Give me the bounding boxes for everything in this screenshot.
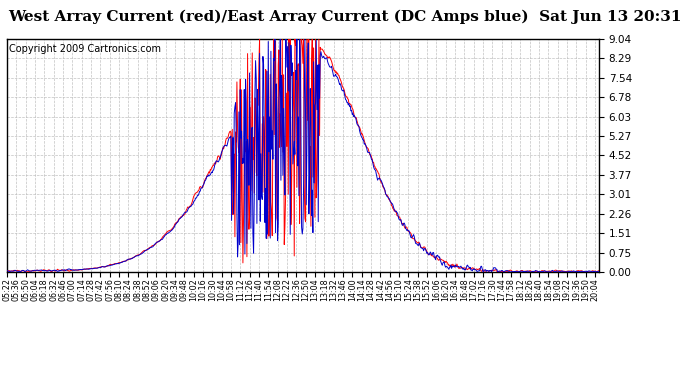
Text: Copyright 2009 Cartronics.com: Copyright 2009 Cartronics.com bbox=[9, 44, 161, 54]
Text: West Array Current (red)/East Array Current (DC Amps blue)  Sat Jun 13 20:31: West Array Current (red)/East Array Curr… bbox=[8, 9, 682, 24]
